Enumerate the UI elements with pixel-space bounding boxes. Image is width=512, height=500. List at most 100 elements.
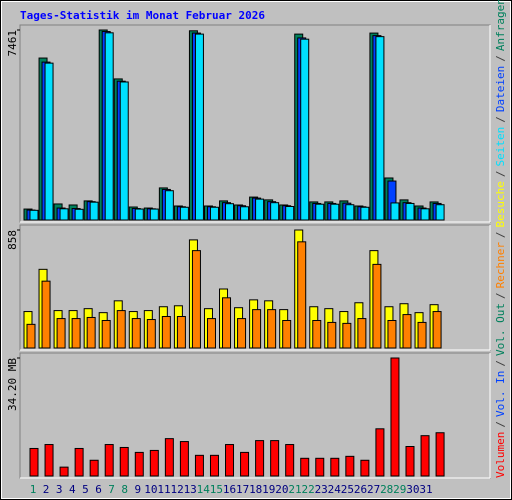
- legend-entry: Rechner: [494, 242, 507, 289]
- bar: [194, 33, 204, 221]
- bar: [29, 209, 39, 221]
- bar: [387, 319, 397, 349]
- bar: [342, 322, 352, 349]
- x-tick-label: 30: [406, 483, 419, 496]
- bar: [56, 318, 66, 349]
- bar: [131, 318, 141, 349]
- x-tick-label: 17: [236, 483, 249, 496]
- bar: [134, 208, 144, 221]
- legend-entry: Besuche: [494, 181, 507, 227]
- bar: [345, 455, 355, 477]
- x-tick-label: 12: [170, 483, 183, 496]
- x-tick-label: 22: [301, 483, 314, 496]
- x-tick-label: 6: [95, 483, 102, 496]
- bar: [405, 202, 415, 221]
- bar: [420, 435, 430, 477]
- legend-separator: /: [494, 360, 507, 367]
- bar: [282, 319, 292, 349]
- legend-entry: Vol. In: [494, 371, 507, 417]
- x-tick-label: 18: [249, 483, 262, 496]
- bar: [285, 206, 295, 221]
- bar: [357, 318, 367, 349]
- bar: [315, 457, 325, 477]
- x-tick-label: 21: [288, 483, 301, 496]
- legend-separator: /: [494, 170, 507, 177]
- bar: [146, 319, 156, 349]
- x-tick-label: 19: [262, 483, 275, 496]
- bar: [345, 204, 355, 221]
- x-tick-label: 31: [419, 483, 432, 496]
- legend-separator: /: [494, 292, 507, 299]
- bar: [44, 444, 54, 477]
- bar: [240, 451, 250, 477]
- bar: [285, 444, 295, 477]
- bar: [300, 38, 310, 221]
- bar: [89, 459, 99, 477]
- y-tick-label: 7461: [6, 30, 19, 57]
- x-tick-label: 1: [30, 483, 37, 496]
- legend-separator: /: [494, 231, 507, 238]
- x-tick-label: 29: [393, 483, 406, 496]
- bar: [179, 206, 189, 221]
- x-tick-label: 3: [56, 483, 63, 496]
- x-tick-label: 2: [43, 483, 50, 496]
- x-tick-label: 15: [210, 483, 223, 496]
- bar: [327, 321, 337, 349]
- legend-entry: Vol. Out: [494, 303, 507, 356]
- bar: [101, 319, 111, 349]
- bar: [194, 454, 204, 477]
- bar: [74, 447, 84, 477]
- x-tick-label: 16: [223, 483, 236, 496]
- legend-separator: /: [494, 421, 507, 428]
- bar: [29, 447, 39, 477]
- bar: [330, 203, 340, 221]
- bar: [237, 318, 247, 349]
- panel: [19, 352, 491, 479]
- legend: Volumen / Vol. In / Vol. Out / Rechner / Besuche…: [494, 0, 507, 478]
- legend-separator: /: [494, 116, 507, 123]
- x-tick-label: 26: [354, 483, 367, 496]
- x-tick-label: 28: [380, 483, 393, 496]
- bar: [270, 440, 280, 477]
- x-tick-label: 13: [184, 483, 197, 496]
- bar: [116, 310, 126, 349]
- x-tick-label: 4: [69, 483, 76, 496]
- bar: [417, 321, 427, 349]
- x-tick-label: 24: [328, 483, 342, 496]
- bar: [360, 206, 370, 221]
- bar: [222, 297, 232, 349]
- bar: [176, 316, 186, 349]
- bar: [191, 250, 201, 349]
- bar: [104, 32, 114, 221]
- bar: [252, 309, 262, 349]
- bar: [164, 190, 174, 221]
- bar: [255, 440, 265, 477]
- panel: [19, 24, 491, 223]
- bar: [300, 457, 310, 477]
- bar: [375, 36, 385, 221]
- bar: [209, 206, 219, 221]
- bar: [297, 241, 307, 349]
- x-tick-label: 27: [367, 483, 380, 496]
- bar: [74, 208, 84, 221]
- bar: [432, 311, 442, 349]
- bar: [435, 432, 445, 477]
- bar: [44, 62, 54, 221]
- bar: [330, 457, 340, 477]
- x-tick-label: 20: [275, 483, 288, 496]
- bar: [134, 451, 144, 477]
- x-tick-label: 25: [341, 483, 354, 496]
- bar: [420, 208, 430, 221]
- bar: [240, 206, 250, 221]
- bar: [26, 323, 36, 349]
- bar: [104, 444, 114, 477]
- x-tick-label: 7: [108, 483, 115, 496]
- chart-title: Tages-Statistik im Monat Februar 2026: [20, 9, 265, 22]
- x-tick-label: 11: [157, 483, 170, 496]
- bar: [149, 208, 159, 221]
- bar: [119, 446, 129, 477]
- bar: [206, 318, 216, 349]
- bar: [360, 459, 370, 477]
